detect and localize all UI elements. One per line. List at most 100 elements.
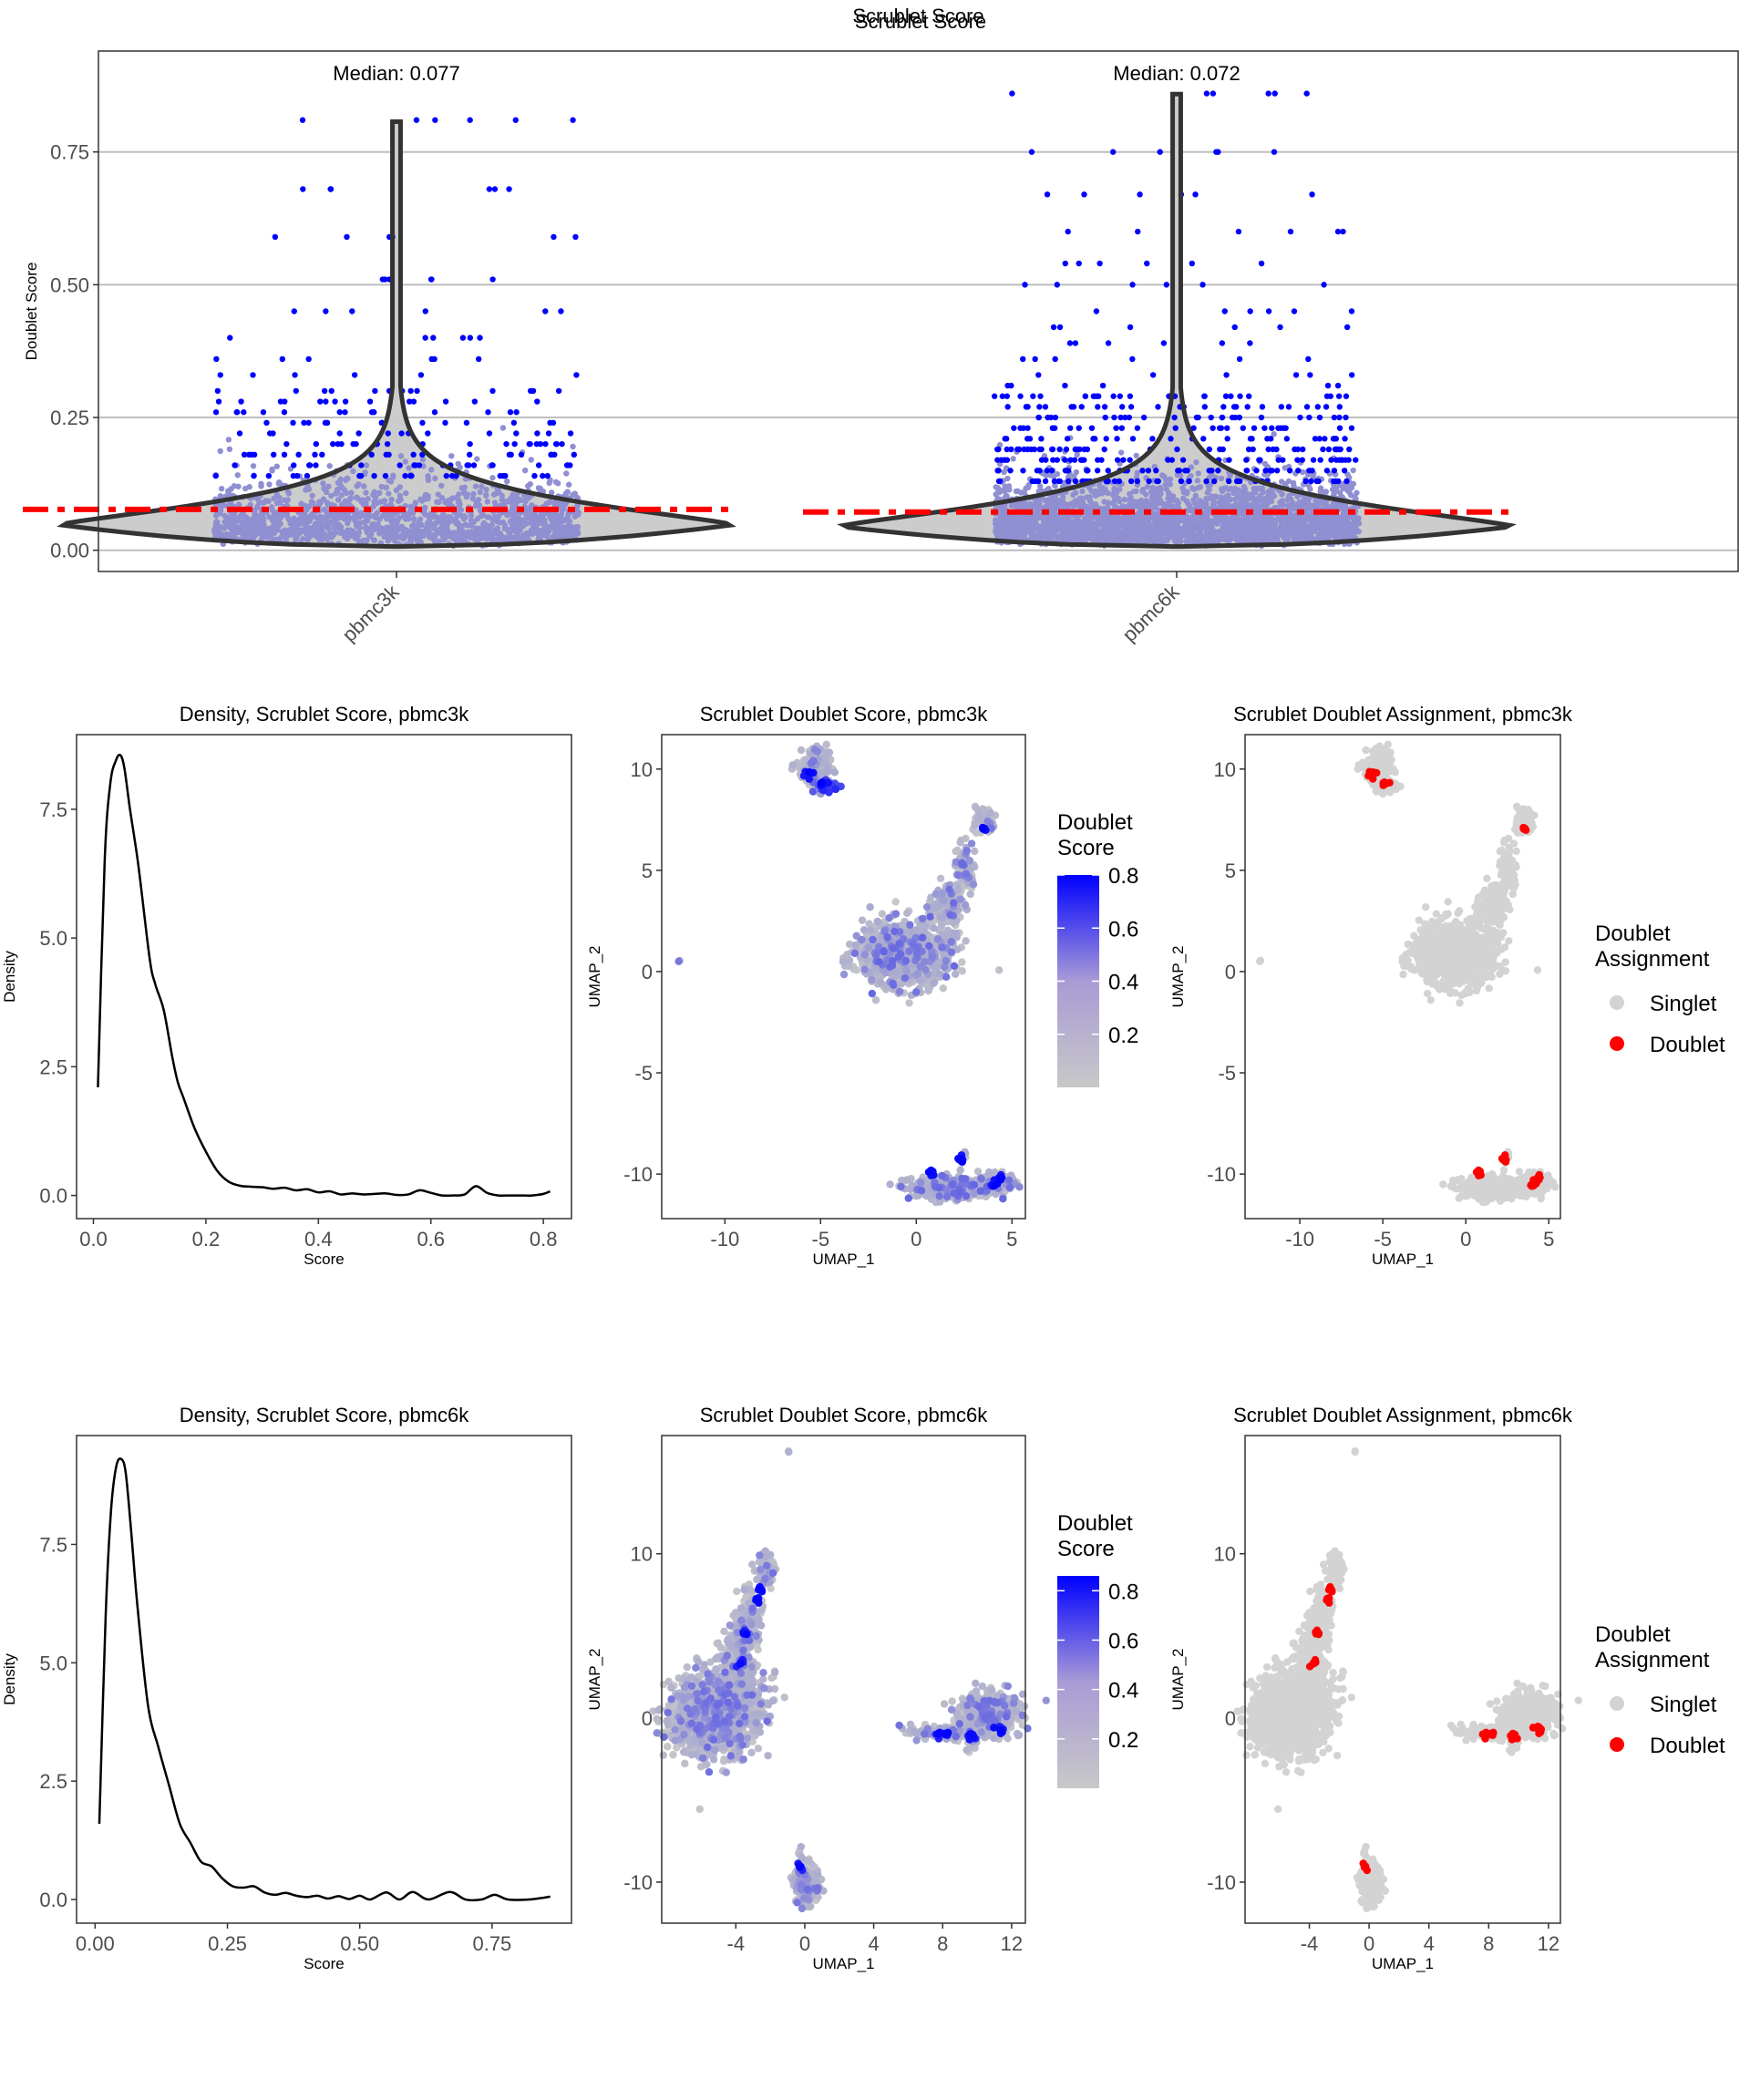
- y-tick-label: 0: [642, 961, 653, 983]
- violin-point-doublet: [1064, 468, 1071, 474]
- violin-point-singlet: [455, 460, 461, 468]
- violin-point-singlet: [1331, 500, 1337, 508]
- violin-point-doublet: [213, 355, 220, 363]
- violin-point-singlet: [371, 512, 377, 520]
- violin-point-doublet: [238, 398, 244, 405]
- violin-point-singlet: [1151, 497, 1158, 503]
- violin-point-singlet: [1204, 534, 1211, 540]
- violin-point-singlet: [1259, 485, 1266, 491]
- violin-point-doublet: [1209, 468, 1215, 474]
- violin-point-doublet: [417, 372, 425, 378]
- violin-point-doublet: [467, 451, 473, 458]
- violin-point-doublet: [1077, 457, 1085, 463]
- violin-point-doublet: [507, 409, 514, 416]
- violin-point-singlet: [388, 496, 395, 503]
- violin-point-doublet: [550, 419, 557, 427]
- violin-point-singlet: [364, 511, 370, 518]
- violin-point-doublet: [1308, 478, 1314, 485]
- violin-point-singlet: [565, 481, 572, 488]
- violin-point-singlet: [562, 516, 569, 523]
- violin-point-singlet: [1079, 521, 1086, 528]
- violin-point-singlet: [402, 532, 409, 540]
- violin-point-doublet: [1200, 436, 1207, 442]
- violin-point-singlet: [522, 467, 529, 474]
- violin-point-doublet: [428, 276, 435, 283]
- violin-point-singlet: [428, 467, 435, 473]
- violin-point-doublet: [512, 117, 519, 123]
- violin-point-doublet: [510, 419, 518, 427]
- violin-point-doublet: [1250, 446, 1256, 453]
- violin-point-singlet: [278, 533, 285, 540]
- violin-point-doublet: [1257, 457, 1263, 463]
- violin-point-singlet: [518, 534, 524, 540]
- violin-point-doublet: [236, 430, 243, 437]
- violin-point-singlet: [1211, 495, 1219, 501]
- violin-point-singlet: [317, 514, 324, 520]
- violin-point-doublet: [232, 462, 238, 468]
- violin-point-doublet: [1172, 425, 1179, 431]
- panel-border: [76, 734, 572, 1220]
- violin-point-doublet: [551, 233, 557, 241]
- violin-point-singlet: [483, 491, 489, 499]
- violin-point-singlet: [1299, 520, 1305, 526]
- violin-point-singlet: [326, 463, 333, 469]
- violin-point-doublet: [1243, 468, 1250, 474]
- density-curve: [98, 1457, 551, 1902]
- violin-point-doublet: [1208, 414, 1214, 421]
- violin-point-singlet: [1188, 534, 1195, 540]
- violin-point-doublet: [1129, 282, 1136, 288]
- violin-point-doublet: [548, 451, 554, 458]
- violin-point-singlet: [350, 468, 356, 475]
- violin-point-doublet: [1353, 457, 1359, 463]
- violin-point-doublet: [1278, 404, 1285, 410]
- violin-point-singlet: [314, 523, 321, 530]
- violin-point-singlet: [1117, 449, 1125, 456]
- y-axis-label: UMAP_2: [586, 945, 603, 1007]
- violin-point-singlet: [357, 520, 364, 526]
- violin-point-doublet: [1065, 228, 1071, 235]
- violin-point-doublet: [1330, 436, 1337, 442]
- violin-point-singlet: [431, 520, 438, 527]
- violin-point-doublet: [321, 387, 328, 395]
- violin-point-singlet: [1162, 481, 1168, 488]
- violin-point-singlet: [286, 527, 293, 533]
- violin-point-doublet: [430, 335, 437, 341]
- violin-point-singlet: [1034, 510, 1041, 516]
- violin-point-singlet: [1268, 526, 1274, 532]
- violin-point-singlet: [1280, 526, 1286, 532]
- violin-point-doublet: [1004, 393, 1011, 399]
- violin-point-singlet: [1115, 519, 1122, 525]
- violin-point-doublet: [527, 440, 533, 448]
- violin-point-doublet: [1253, 468, 1260, 474]
- violin-point-singlet: [1010, 456, 1016, 462]
- violin-point-singlet: [1035, 523, 1042, 530]
- violin-point-doublet: [1340, 228, 1346, 235]
- violin-point-doublet: [1072, 478, 1079, 485]
- violin-point-singlet: [271, 495, 277, 502]
- violin-point-doublet: [1114, 436, 1120, 442]
- violin-point-doublet: [379, 276, 386, 283]
- violin-point-doublet: [1029, 478, 1035, 485]
- violin-point-doublet: [1032, 355, 1038, 363]
- x-tick-label: 0.0: [79, 1228, 108, 1251]
- violin-point-doublet: [1035, 414, 1043, 421]
- violin-point-singlet: [367, 525, 375, 532]
- x-tick-label: 5: [1006, 1228, 1017, 1251]
- violin-point-singlet: [364, 517, 371, 524]
- violin-point-singlet: [282, 497, 288, 504]
- violin-point-doublet: [248, 451, 255, 458]
- violin-point-singlet: [397, 453, 405, 459]
- violin-point-doublet: [1064, 436, 1071, 442]
- violin-point-doublet: [1056, 324, 1064, 331]
- violin-point-doublet: [1342, 436, 1348, 442]
- violin-point-singlet: [265, 498, 272, 505]
- violin-point-singlet: [1173, 537, 1179, 544]
- violin-point-singlet: [218, 485, 225, 492]
- violin-point-singlet: [1206, 495, 1213, 502]
- violin-point-singlet: [267, 530, 273, 537]
- violin-point-doublet: [486, 186, 493, 192]
- violin-point-doublet: [1223, 372, 1230, 378]
- violin-point-doublet: [1221, 308, 1228, 314]
- y-axis-label: Density: [1, 951, 18, 1003]
- violin-point-singlet: [1112, 514, 1118, 520]
